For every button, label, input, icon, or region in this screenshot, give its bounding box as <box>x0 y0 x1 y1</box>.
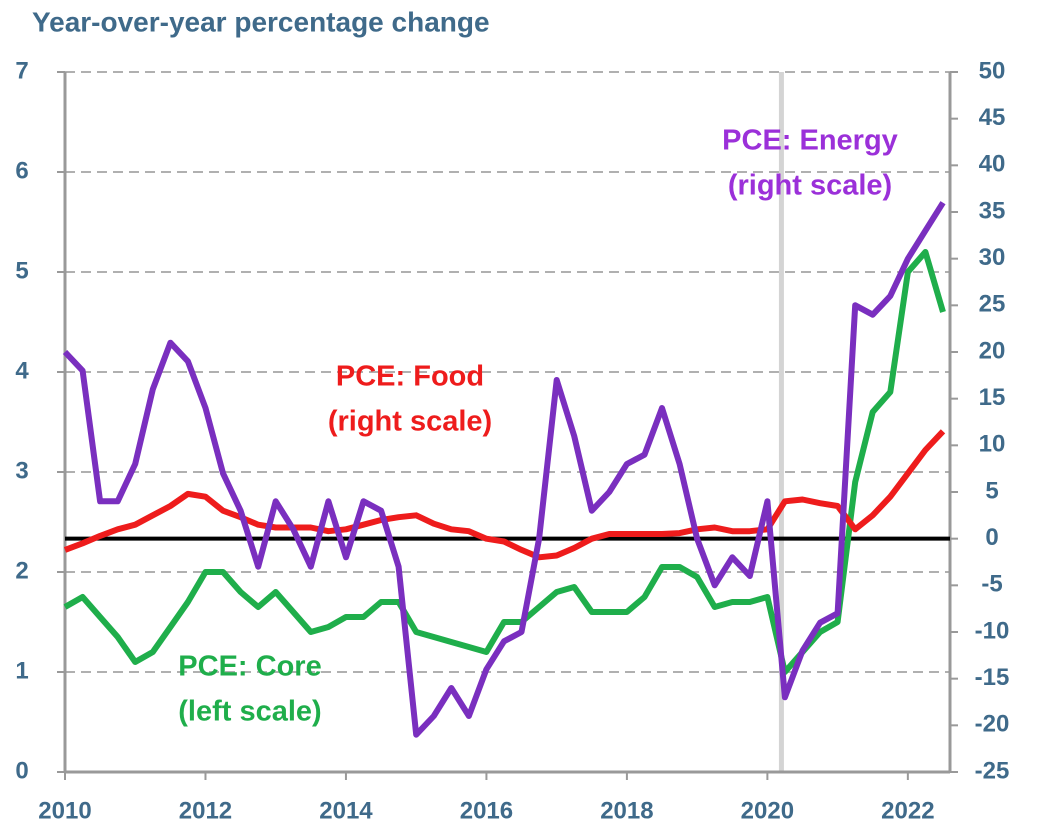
y2-tick-label: 45 <box>979 104 1006 131</box>
y-tick-label: 3 <box>15 457 28 484</box>
y-tick-label: 1 <box>15 657 28 684</box>
y-tick-label: 0 <box>15 757 28 784</box>
y-tick-label: 4 <box>15 357 29 384</box>
y2-tick-label: 35 <box>979 197 1006 224</box>
annotation: PCE: Food <box>336 361 484 393</box>
y-tick-label: 5 <box>15 257 28 284</box>
y2-tick-label: 15 <box>979 384 1006 411</box>
annotation: PCE: Energy <box>722 125 898 157</box>
y2-tick-label: 20 <box>979 337 1006 364</box>
x-tick-label: 2010 <box>38 797 91 824</box>
y2-tick-label: 30 <box>979 244 1006 271</box>
chart-title: Year-over-year percentage change <box>32 6 490 37</box>
y-tick-label: 7 <box>15 57 28 84</box>
x-tick-label: 2018 <box>600 797 653 824</box>
y2-tick-label: -5 <box>981 571 1002 598</box>
y-tick-label: 2 <box>15 557 28 584</box>
x-tick-label: 2012 <box>179 797 232 824</box>
annotation: PCE: Core <box>178 651 321 683</box>
y2-tick-label: 5 <box>985 477 998 504</box>
x-tick-label: 2014 <box>319 797 373 824</box>
y2-tick-label: 50 <box>979 57 1006 84</box>
y2-tick-label: 25 <box>979 291 1006 318</box>
y2-tick-label: -15 <box>975 664 1010 691</box>
x-tick-label: 2016 <box>460 797 513 824</box>
series-line <box>63 249 946 675</box>
y2-tick-label: 40 <box>979 151 1006 178</box>
y-tick-label: 6 <box>15 157 28 184</box>
series-line <box>63 429 946 561</box>
annotation: (right scale) <box>328 406 492 438</box>
x-tick-label: 2022 <box>881 797 934 824</box>
y2-tick-label: -20 <box>975 711 1010 738</box>
y2-tick-label: 0 <box>985 524 998 551</box>
y2-tick-label: -10 <box>975 617 1010 644</box>
series-line <box>62 201 946 738</box>
annotation: (left scale) <box>178 696 321 728</box>
x-tick-label: 2020 <box>741 797 794 824</box>
y2-tick-label: 10 <box>979 431 1006 458</box>
annotation: (right scale) <box>728 170 892 202</box>
y2-tick-label: -25 <box>975 757 1010 784</box>
